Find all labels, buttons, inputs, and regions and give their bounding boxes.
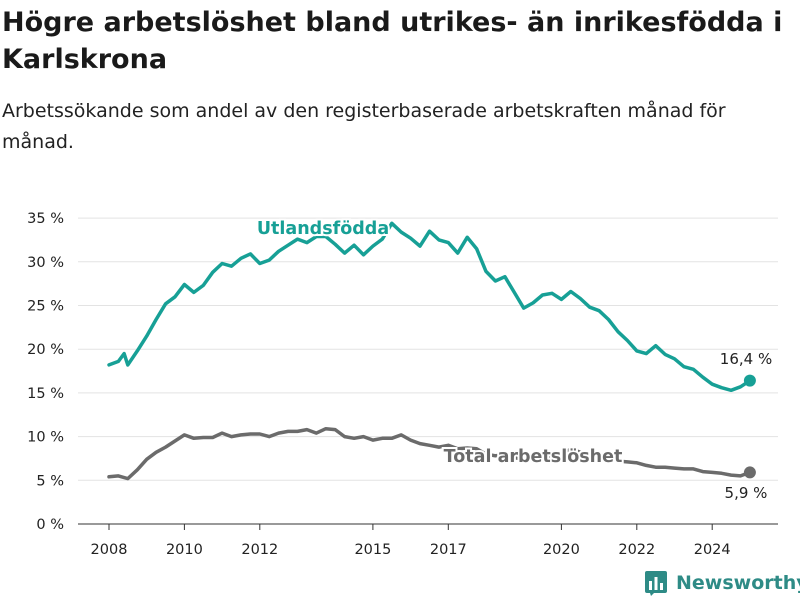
y-tick-label: 0 % [36,517,64,533]
y-tick-label: 20 % [27,342,64,358]
series-line-0 [107,221,752,393]
newsworthy-logo: Newsworthy [644,568,800,598]
end-point-marker-0 [743,374,756,387]
brand-name: Newsworthy [676,572,800,594]
chart-subtitle: Arbetssökande som andel av den registerb… [2,100,726,153]
series-label-utlandsfodda: Utlandsfödda [257,219,389,239]
x-tick-label: 2017 [430,542,467,558]
series-lines [107,221,756,481]
chart-title: Högre arbetslöshet bland utrikes- än inr… [2,7,783,75]
x-tick-label: 2012 [241,542,278,558]
x-tick-label: 2020 [543,542,580,558]
axes: 0 % 5 % 10 % 15 % 20 % 25 % 30 % 35 % 2008 2010 20… [27,211,778,558]
y-tick-label: 5 % [36,473,64,489]
x-tick-label: 2010 [166,542,203,558]
x-tick-label: 2024 [694,542,731,558]
y-tick-label: 35 % [27,211,64,227]
x-tick-label: 2008 [91,542,128,558]
bar-chart-logo-icon [645,571,667,596]
series-label-total: Total arbetslöshet [444,447,623,467]
end-point-marker-1 [743,466,756,479]
end-value-label-utlandsfodda: 16,4 % [720,350,772,368]
gridlines [78,217,778,481]
y-tick-label: 15 % [27,386,64,402]
y-tick-label: 25 % [27,299,64,315]
end-value-label-total: 5,9 % [725,484,768,502]
x-tick-label: 2022 [618,542,655,558]
series-labels: Utlandsfödda Total arbetslöshet 16,4 % 5… [255,217,772,502]
y-tick-label: 10 % [27,430,64,446]
series-line-1 [107,426,752,481]
x-tick-label: 2015 [354,542,391,558]
y-tick-label: 30 % [27,255,64,271]
